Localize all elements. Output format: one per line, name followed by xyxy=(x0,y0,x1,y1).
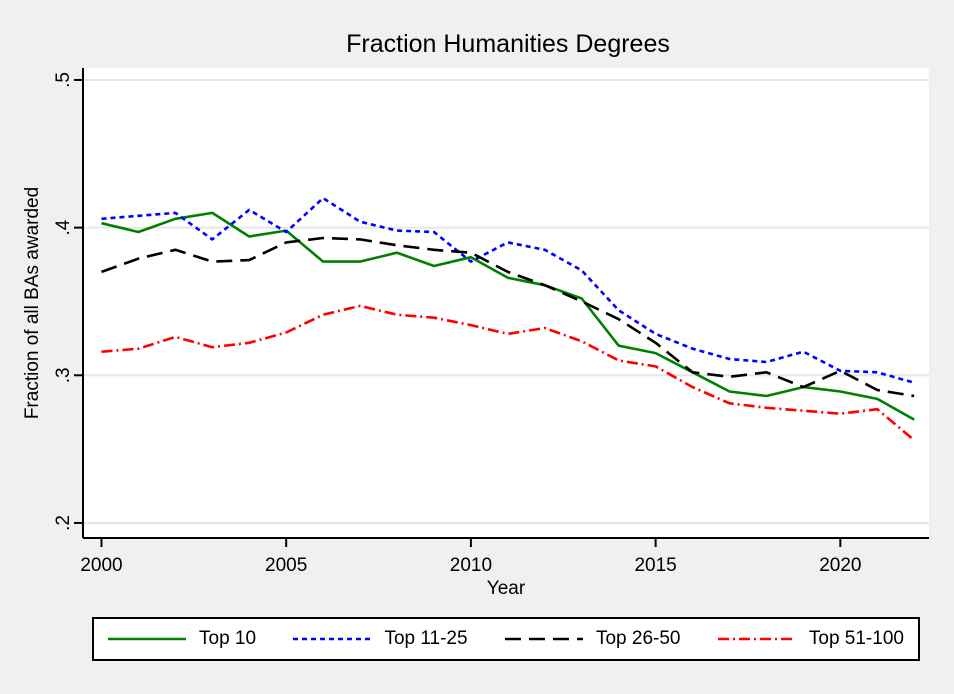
legend-line-sample-short-dash xyxy=(293,637,372,641)
x-tick-label: 2010 xyxy=(450,555,492,576)
legend-item-top-51-100: Top 51-100 xyxy=(717,628,904,650)
y-tick-label: .4 xyxy=(53,219,74,235)
x-tick-label: 2015 xyxy=(634,555,676,576)
legend-label: Top 11-25 xyxy=(384,628,468,649)
legend-label: Top 10 xyxy=(199,628,257,649)
legend-line-sample-solid xyxy=(108,637,186,641)
x-tick-label: 2020 xyxy=(819,555,861,576)
legend-label: Top 26-50 xyxy=(595,628,681,649)
series-line-top-10 xyxy=(101,211,915,421)
x-tick-label: 2005 xyxy=(265,555,307,576)
x-axis-label: Year xyxy=(487,578,526,599)
y-tick-label: .3 xyxy=(53,367,74,383)
y-tick-label: .5 xyxy=(53,72,74,88)
legend-item-top-10: Top 10 xyxy=(108,628,256,650)
legend-line-sample-dash-dot xyxy=(717,637,796,641)
y-axis-label: Fraction of all BAs awarded xyxy=(22,187,43,419)
legend-item-top-26-50: Top 26-50 xyxy=(504,628,681,650)
chart-title: Fraction Humanities Degrees xyxy=(346,30,670,58)
legend: Top 10 Top 11-25 Top 26-50 Top 51-100 xyxy=(92,617,920,661)
x-tick-label: 2000 xyxy=(80,555,122,576)
legend-item-top-11-25: Top 11-25 xyxy=(293,628,468,650)
y-tick-label: .2 xyxy=(53,515,74,531)
legend-label: Top 51-100 xyxy=(808,628,904,649)
series-line-top-26-50 xyxy=(101,236,915,398)
legend-line-sample-long-dash xyxy=(504,637,583,641)
plot-area xyxy=(83,68,929,538)
